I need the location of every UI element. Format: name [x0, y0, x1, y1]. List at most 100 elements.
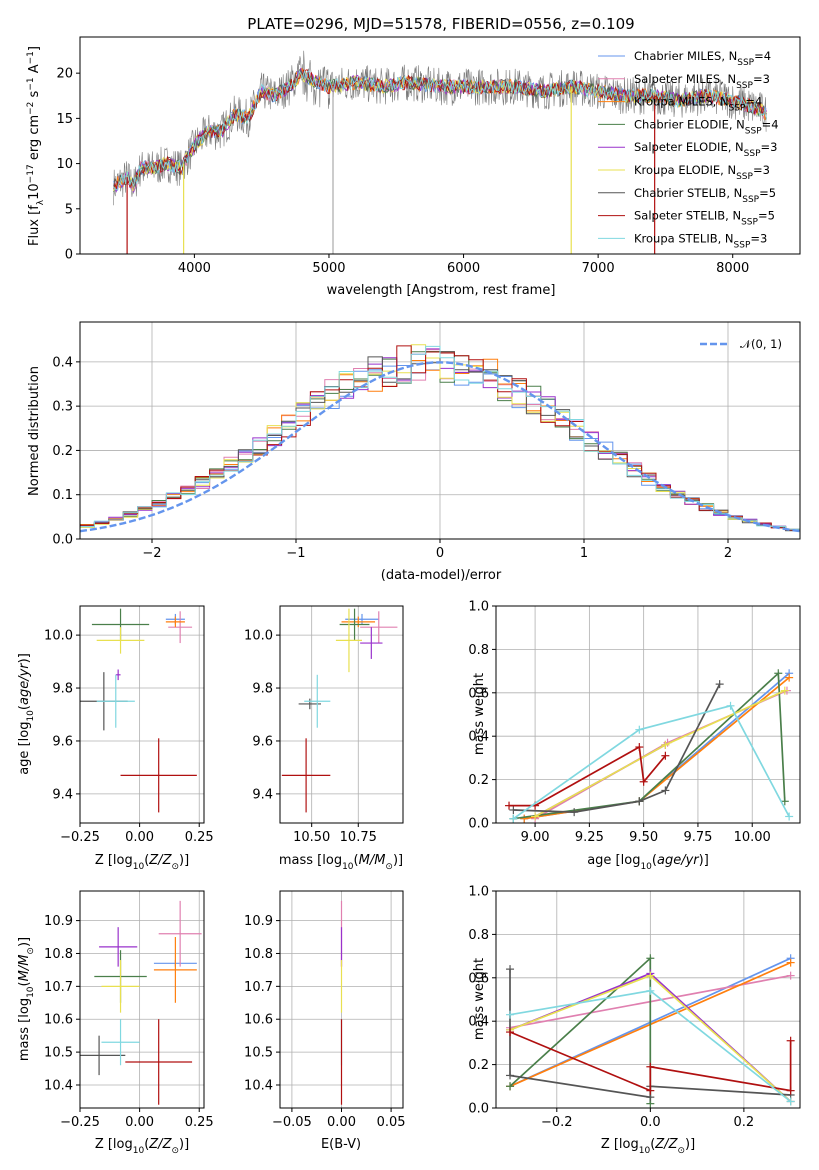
y-tick-label: 0.8	[468, 643, 489, 658]
y-tick-label: 9.4	[252, 787, 273, 802]
y-tick-label: 15	[56, 112, 73, 127]
legend-label: Kroupa MILES, NSSP=4	[634, 95, 762, 114]
x-tick-label: 10.00	[734, 830, 771, 845]
legend-label: Salpeter MILES, NSSP=3	[634, 72, 770, 91]
y-tick-label: 10.8	[244, 947, 273, 962]
y-tick-label: 10.7	[244, 980, 273, 995]
panel-mass-weight-vs-age	[492, 605, 800, 827]
x-tick-label: 7000	[582, 261, 615, 276]
y-tick-label: 0.2	[468, 773, 489, 788]
y-tick-label: 0.4	[52, 355, 73, 370]
x-tick-label: 6000	[447, 261, 480, 276]
x-tick-label: 8000	[716, 261, 749, 276]
legend-label: Chabrier STELIB, NSSP=5	[634, 186, 776, 205]
y-tick-label: 10.6	[44, 1013, 73, 1028]
weight-line-8	[512, 704, 790, 820]
panel-residual-histogram	[76, 322, 800, 543]
axes-frame	[279, 605, 404, 824]
histogram-5	[80, 344, 800, 530]
x-tick-label: 9.00	[521, 830, 550, 845]
y-axis-label: mass [log10(M/M⊙)]	[17, 937, 36, 1061]
y-tick-label: 10.6	[244, 1013, 273, 1028]
x-tick-label: 5000	[312, 261, 345, 276]
y-tick-label: 0	[65, 248, 73, 263]
x-tick-label: 4000	[178, 261, 211, 276]
x-tick-label: 0.00	[125, 1115, 154, 1130]
x-axis-label: Z [log10(Z/Z⊙)]	[95, 1137, 189, 1156]
y-tick-label: 10.5	[44, 1046, 73, 1061]
y-tick-label: 10.8	[44, 947, 73, 962]
x-tick-label: −0.25	[60, 830, 100, 845]
axes-frame	[79, 890, 205, 1109]
model-spectrum-8	[113, 69, 767, 191]
x-tick-label: 0.00	[327, 1115, 356, 1130]
x-tick-label: −0.25	[60, 1115, 100, 1130]
axes-frame	[495, 605, 801, 824]
weight-line-3	[513, 671, 786, 820]
axes-frame	[79, 605, 205, 824]
x-tick-label: 0.2	[734, 1115, 755, 1130]
x-tick-label: 10.75	[340, 830, 377, 845]
weight-line-7	[509, 745, 667, 807]
y-tick-label: 0.0	[468, 1102, 489, 1117]
y-tick-label: 9.4	[52, 787, 73, 802]
x-axis-label: E(B-V)	[321, 1137, 361, 1152]
legend-label: Kroupa STELIB, NSSP=3	[634, 231, 767, 250]
y-tick-label: 0.2	[468, 1058, 489, 1073]
x-tick-label: 1	[580, 546, 588, 561]
y-tick-label: 10.9	[44, 914, 73, 929]
y-tick-label: 5	[65, 202, 73, 217]
panel-age-vs-mass	[276, 606, 403, 827]
x-tick-label: 0.05	[377, 1115, 406, 1130]
figure-title: PLATE=0296, MJD=51578, FIBERID=0556, z=0…	[247, 15, 634, 33]
y-tick-label: 9.6	[52, 734, 73, 749]
y-tick-label: 0.6	[468, 686, 489, 701]
weight-line-0	[524, 672, 790, 820]
legend-label: Salpeter STELIB, NSSP=5	[634, 209, 775, 228]
panel-spectrum	[76, 50, 767, 258]
y-tick-label: 0.4	[468, 730, 489, 745]
y-tick-label: 1.0	[468, 885, 489, 900]
x-axis-label: (data-model)/error	[381, 568, 502, 583]
axes-frame	[79, 321, 801, 540]
x-axis-label: mass [log10(M/M⊙)]	[279, 853, 403, 872]
y-axis-label: age [log10(age/yr)]	[17, 653, 36, 775]
y-tick-label: 0.8	[468, 928, 489, 943]
axes-frame	[279, 890, 404, 1109]
x-tick-label: 9.25	[575, 830, 604, 845]
panel-mass-vs-Z	[76, 891, 204, 1112]
x-tick-label: −1	[286, 546, 305, 561]
x-axis-label: wavelength [Angstrom, rest frame]	[327, 283, 556, 298]
axes-frame	[495, 890, 801, 1109]
x-tick-label: −2	[142, 546, 161, 561]
normal-curve	[80, 361, 800, 533]
y-tick-label: 1.0	[468, 600, 489, 615]
x-tick-label: 2	[724, 546, 732, 561]
y-axis-label: Normed distribution	[27, 366, 42, 496]
y-axis-label: mass weight	[472, 673, 487, 755]
panel-mass-vs-E-B-V-	[276, 891, 403, 1112]
x-tick-label: 0	[436, 546, 444, 561]
legend-label: Chabrier ELODIE, NSSP=4	[634, 117, 779, 136]
x-axis-label: age [log10(age/yr)]	[587, 853, 709, 872]
y-tick-label: 0.0	[468, 817, 489, 832]
y-tick-label: 0.4	[468, 1015, 489, 1030]
x-tick-label: −0.2	[541, 1115, 573, 1130]
y-tick-label: 10.4	[244, 1078, 273, 1093]
y-tick-label: 20	[56, 67, 73, 82]
y-tick-label: 0.2	[52, 444, 73, 459]
y-tick-label: 10.7	[44, 980, 73, 995]
x-tick-label: 9.50	[629, 830, 658, 845]
y-tick-label: 10.0	[44, 629, 73, 644]
y-tick-label: 10.0	[244, 629, 273, 644]
x-tick-label: 10.50	[293, 830, 330, 845]
panel-age-vs-Z	[76, 606, 204, 827]
x-tick-label: 0.25	[185, 1115, 214, 1130]
x-axis-label: Z [log10(Z/Z⊙)]	[95, 853, 189, 872]
y-tick-label: 10.4	[44, 1078, 73, 1093]
x-tick-label: 0.25	[185, 830, 214, 845]
histogram-8	[80, 345, 800, 530]
panel-mass-weight-vs-Z	[492, 890, 800, 1112]
y-tick-label: 0.6	[468, 971, 489, 986]
